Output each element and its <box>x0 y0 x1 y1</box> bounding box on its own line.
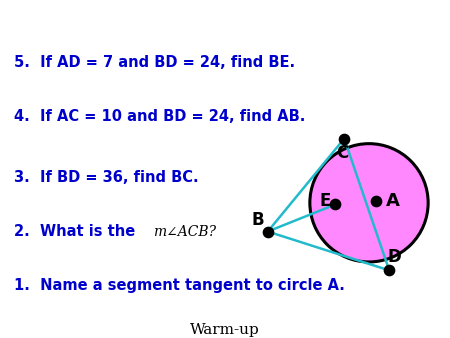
Text: 4.  If AC = 10 and BD = 24, find AB.: 4. If AC = 10 and BD = 24, find AB. <box>14 109 305 124</box>
Point <box>341 136 348 141</box>
Text: B: B <box>251 211 264 228</box>
Circle shape <box>310 144 428 262</box>
Text: m∠ACB?: m∠ACB? <box>153 224 216 239</box>
Text: C: C <box>336 144 348 162</box>
Text: Warm-up: Warm-up <box>190 323 260 337</box>
Text: A: A <box>386 192 400 210</box>
Text: 3.  If BD = 36, find BC.: 3. If BD = 36, find BC. <box>14 170 198 185</box>
Text: E: E <box>320 192 331 211</box>
Text: D: D <box>387 248 401 266</box>
Text: 2.  What is the: 2. What is the <box>14 224 135 239</box>
Point <box>332 202 339 207</box>
Text: 5.  If AD = 7 and BD = 24, find BE.: 5. If AD = 7 and BD = 24, find BE. <box>14 55 295 70</box>
Point <box>386 268 393 273</box>
Point <box>372 198 379 204</box>
Text: 1.  Name a segment tangent to circle A.: 1. Name a segment tangent to circle A. <box>14 278 344 293</box>
Point <box>264 229 271 234</box>
